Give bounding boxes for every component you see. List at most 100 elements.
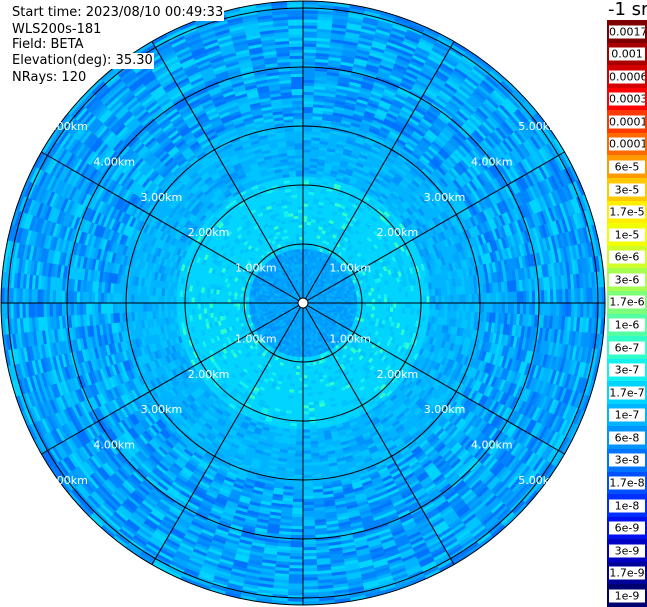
radar-gate-cell	[297, 402, 304, 407]
radar-gate-cell	[233, 302, 238, 307]
radar-gate-cell	[236, 302, 241, 307]
radar-gate-cell	[296, 184, 304, 189]
radar-gate-cell	[298, 375, 304, 379]
radar-gate-cell	[408, 296, 413, 304]
radar-gate-cell	[378, 302, 382, 308]
radar-gate-cell	[302, 365, 307, 370]
radar-gate-cell	[187, 302, 192, 310]
radar-gate-cell	[302, 209, 309, 213]
radar-gate-cell	[302, 193, 310, 198]
radar-gate-cell	[297, 196, 304, 201]
radar-gate-cell	[362, 296, 367, 301]
radar-gate-cell	[218, 302, 222, 308]
radar-gate-cell	[302, 399, 309, 404]
radar-gate-cell	[305, 362, 310, 367]
radar-gate-cell	[302, 393, 309, 397]
radar-gate-cell	[215, 302, 219, 308]
radar-gate-cell	[302, 426, 310, 431]
radar-gate-cell	[236, 305, 241, 311]
radar-gate-cell	[302, 224, 308, 228]
radar-gate-cell	[215, 298, 219, 304]
radar-gate-cell	[298, 387, 304, 391]
radar-gate-cell	[302, 408, 310, 413]
radar-gate-cell	[233, 299, 238, 304]
radar-gate-cell	[384, 302, 388, 308]
radar-gate-cell	[297, 393, 304, 397]
radar-gate-cell	[184, 302, 189, 310]
radar-gate-cell	[230, 302, 234, 308]
radar-gate-cell	[298, 230, 304, 234]
radar-gate-cell	[305, 347, 309, 352]
radar-gate-cell	[365, 302, 370, 307]
radar-gate-cell	[302, 184, 310, 189]
radar-gate-cell	[206, 297, 210, 304]
radar-gate-cell	[302, 387, 308, 391]
radar-gate-cell	[378, 298, 382, 304]
radar-gate-cell	[296, 178, 304, 183]
radar-gate-cell	[296, 248, 301, 253]
radar-gate-cell	[299, 368, 304, 373]
radar-gate-cell	[302, 378, 308, 382]
radar-gate-cell	[396, 297, 400, 304]
radar-gate-cell	[193, 296, 198, 304]
radar-gate-cell	[302, 417, 310, 422]
radar-gate-cell	[302, 190, 310, 195]
radar-gate-cell	[296, 193, 304, 198]
radar-gate-cell	[302, 212, 309, 216]
radar-gate-cell	[302, 414, 310, 419]
radar-gate-cell	[212, 302, 216, 309]
radar-gate-cell	[402, 302, 407, 309]
radar-gate-cell	[178, 296, 183, 304]
radar-gate-cell	[296, 187, 304, 192]
radar-gate-cell	[372, 298, 376, 304]
radar-gate-cell	[297, 390, 304, 394]
radar-gate-cell	[372, 302, 376, 308]
radar-gate-cell	[384, 298, 388, 304]
radar-gate-cell	[230, 298, 234, 304]
radar-gate-cell	[187, 296, 192, 304]
radar-gate-cell	[193, 302, 198, 310]
radar-gate-cell	[296, 426, 304, 431]
radar-gate-cell	[212, 297, 216, 304]
radar-gate-cell	[296, 408, 304, 413]
radar-gate-cell	[298, 224, 304, 228]
radar-gate-cell	[224, 302, 228, 308]
radar-gate-cell	[305, 353, 310, 358]
radar-gate-cell	[393, 302, 397, 309]
radar-gate-cell	[302, 218, 308, 222]
radar-gate-cell	[199, 297, 204, 304]
radar-gate-cell	[302, 384, 308, 388]
radar-gate-cell	[297, 399, 304, 404]
radar-gate-cell	[423, 302, 428, 310]
radar-gate-cell	[297, 202, 304, 207]
radar-gate-cell	[426, 302, 431, 310]
radar-gate-cell	[184, 296, 189, 304]
radar-gate-cell	[417, 296, 422, 304]
radar-gate-cell	[298, 378, 304, 382]
radar-gate-cell	[302, 178, 310, 183]
radar-gate-cell	[297, 396, 304, 400]
radar-gate-cell	[202, 302, 207, 309]
radar-gate-cell	[224, 298, 228, 304]
radar-gate-cell	[302, 202, 309, 207]
radar-gate-cell	[302, 206, 309, 210]
radar-gate-cell	[399, 302, 404, 309]
radar-gate-cell	[393, 297, 397, 304]
radar-gate-cell	[347, 297, 352, 301]
radar-gate-cell	[405, 297, 410, 304]
radar-gate-cell	[299, 365, 304, 370]
radar-gate-cell	[298, 227, 304, 231]
radar-gate-cell	[296, 190, 304, 195]
radar-gate-cell	[298, 218, 304, 222]
radar-gate-cell	[297, 199, 304, 204]
radar-gate-cell	[296, 245, 301, 250]
radar-gate-cell	[305, 356, 310, 361]
radar-gate-cell	[298, 381, 304, 385]
radar-gate-cell	[302, 372, 308, 376]
radar-gate-cell	[296, 417, 304, 422]
radar-gate-cell	[390, 297, 394, 304]
radar-gate-cell	[209, 297, 213, 304]
radar-gate-cell	[298, 372, 304, 376]
radar-gate-cell	[302, 396, 309, 400]
radar-gate-cell	[302, 236, 307, 241]
